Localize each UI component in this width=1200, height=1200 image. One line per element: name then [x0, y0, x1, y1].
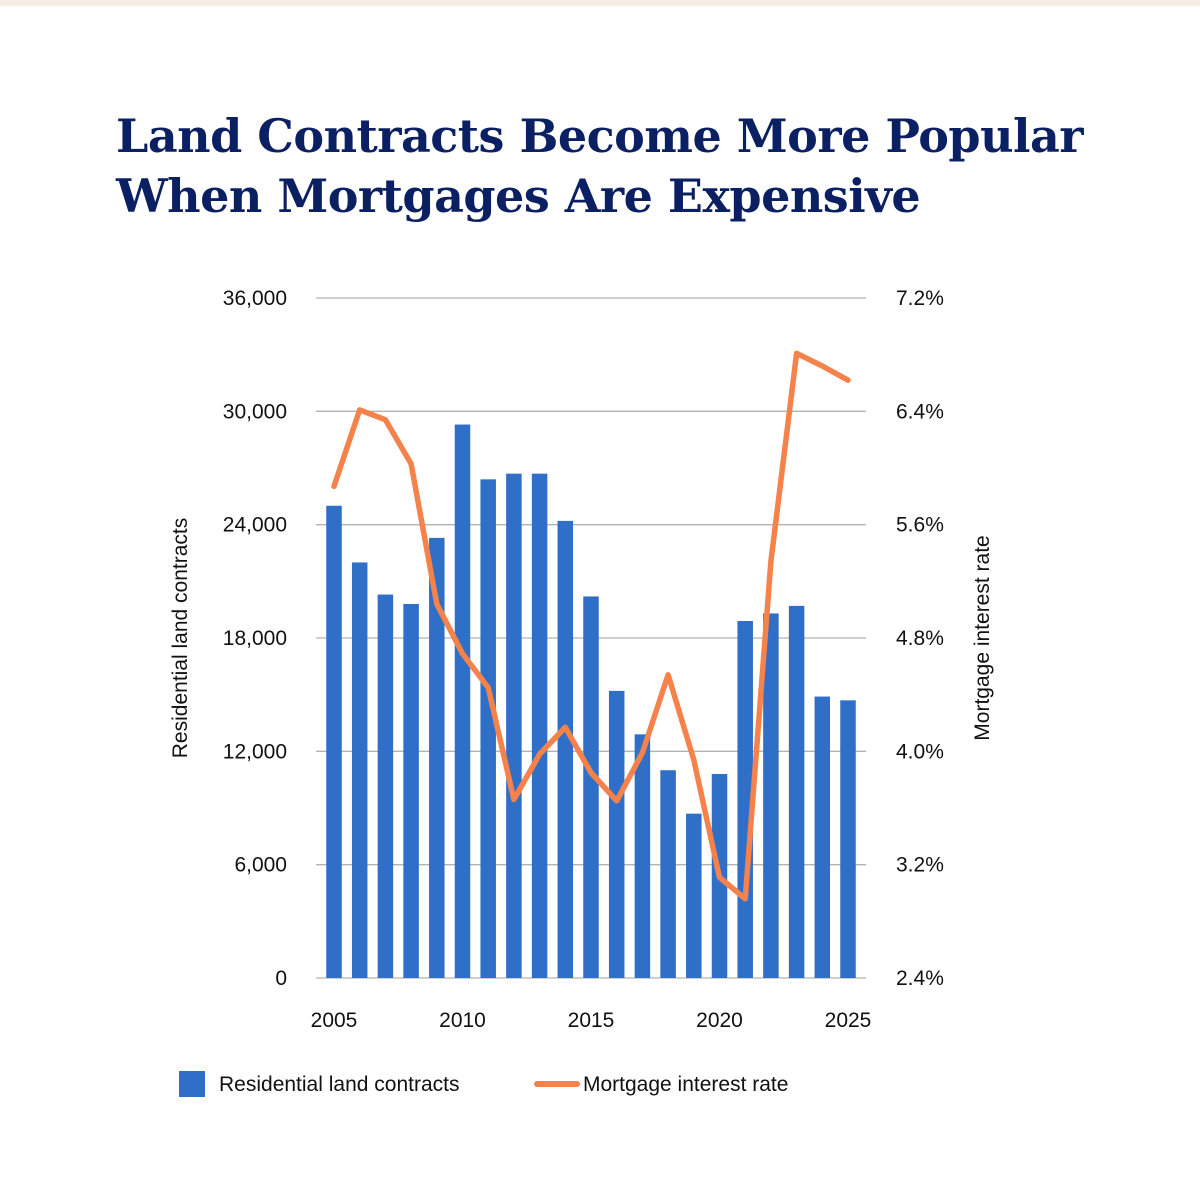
x-tick-label: 2020	[696, 1009, 743, 1032]
left-tick-label: 18,000	[223, 627, 287, 650]
bar	[403, 604, 419, 978]
x-tick-label: 2015	[568, 1009, 615, 1032]
title-line-1: Land Contracts Become More Popular	[116, 109, 1084, 163]
legend-line-label: Mortgage interest rate	[583, 1073, 788, 1096]
bar	[634, 734, 651, 978]
right-axis: 2.4% 3.2% 4.0% 4.8% 5.6% 6.4% 7.2%	[896, 287, 944, 990]
left-tick-label: 30,000	[223, 400, 287, 423]
x-tick-label: 2005	[311, 1009, 358, 1032]
left-tick-label: 24,000	[223, 514, 287, 537]
bar	[429, 537, 445, 978]
bar	[506, 473, 522, 978]
legend-bar-label: Residential land contracts	[219, 1073, 459, 1096]
right-tick-label: 3.2%	[896, 854, 944, 877]
right-axis-title: Mortgage interest rate	[971, 535, 994, 740]
right-tick-label: 4.0%	[896, 740, 944, 763]
bar	[326, 505, 342, 978]
left-axis-title: Residential land contracts	[169, 518, 192, 758]
legend-bar-swatch	[179, 1071, 205, 1097]
bar	[583, 596, 599, 978]
bar	[814, 696, 831, 978]
bar	[454, 424, 471, 978]
bar	[763, 613, 779, 978]
top-border	[0, 0, 1200, 6]
right-tick-label: 4.8%	[896, 627, 944, 650]
right-tick-label: 2.4%	[896, 967, 944, 990]
bar	[557, 520, 574, 978]
x-tick-label: 2025	[825, 1009, 872, 1032]
x-tick-label: 2010	[439, 1009, 486, 1032]
right-tick-label: 7.2%	[896, 287, 944, 310]
right-tick-label: 5.6%	[896, 514, 944, 537]
bar	[480, 479, 496, 978]
bar	[377, 594, 394, 978]
x-axis: 2005 2010 2015 2020 2025	[311, 1009, 872, 1032]
legend: Residential land contracts Mortgage inte…	[179, 1071, 788, 1097]
bar-series	[326, 424, 856, 978]
left-tick-label: 36,000	[223, 287, 287, 310]
bar	[351, 562, 368, 978]
bar	[608, 690, 625, 978]
left-tick-label: 6,000	[234, 854, 287, 877]
bar	[531, 473, 548, 978]
chart-title: Land Contracts Become More Popular When …	[116, 106, 1156, 226]
bar	[840, 700, 856, 978]
left-tick-label: 12,000	[223, 740, 287, 763]
bar	[660, 770, 676, 978]
bar	[737, 621, 753, 978]
left-tick-label: 0	[275, 967, 287, 990]
bar	[788, 605, 805, 978]
line-series	[331, 350, 851, 902]
bar	[686, 813, 702, 978]
left-axis: 0 6,000 12,000 18,000 24,000 30,000 36,000	[223, 287, 287, 990]
right-tick-label: 6.4%	[896, 400, 944, 423]
title-line-2: When Mortgages Are Expensive	[116, 169, 921, 223]
